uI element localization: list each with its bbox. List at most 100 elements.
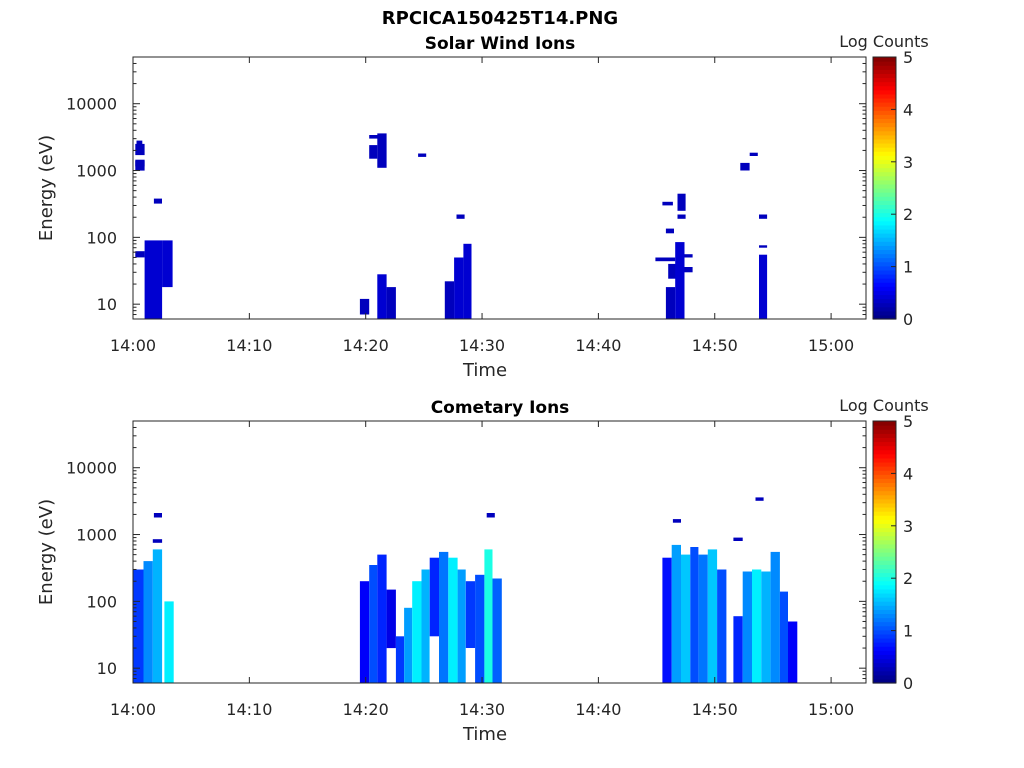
cometary-colorbar-segment: [873, 597, 896, 602]
cometary-colorbar-segment: [873, 621, 896, 627]
cometary-xlabel: Time: [462, 724, 507, 745]
cometary-cell: [143, 561, 153, 683]
solar-wind-cell: [135, 143, 145, 156]
solar-wind-colorbar-segment: [873, 163, 896, 169]
solar-wind-xlabel: Time: [462, 360, 507, 381]
solar-wind-colorbar-tick-label: 4: [903, 100, 913, 119]
solar-wind-colorbar-segment: [873, 216, 896, 222]
cometary-colorbar-segment: [873, 449, 896, 455]
solar-wind-ytick-label: 1000: [76, 162, 117, 181]
solar-wind-colorbar-segment: [873, 61, 896, 66]
solar-wind-colorbar-segment: [873, 138, 896, 144]
cometary-cell: [761, 571, 771, 683]
cometary-colorbar-segment: [873, 466, 896, 471]
solar-wind-xtick-label: 14:40: [575, 336, 621, 355]
solar-wind-cell: [759, 245, 768, 248]
solar-wind-cell: [684, 254, 693, 258]
cometary-xtick-label: 14:20: [343, 700, 389, 719]
cometary-cell: [486, 513, 495, 518]
solar-wind-colorbar-segment: [873, 85, 896, 91]
solar-wind-axes-box: [132, 56, 867, 320]
solar-wind-xtick-label: 14:50: [692, 336, 738, 355]
cometary-colorbar-frame: [872, 420, 897, 684]
cometary-colorbar-segment: [873, 474, 896, 479]
solar-wind-colorbar-tick-label: 0: [903, 310, 913, 329]
solar-wind-colorbar-segment: [873, 102, 896, 107]
solar-wind-colorbar-segment: [873, 122, 896, 128]
solar-wind-cell: [377, 274, 387, 319]
cometary-colorbar-segment: [873, 498, 896, 504]
cometary-cell: [152, 539, 163, 543]
solar-wind-colorbar-segment: [873, 241, 896, 246]
cometary-title: Cometary Ions: [431, 398, 570, 418]
cometary-colorbar-segment: [873, 478, 896, 483]
solar-wind-colorbar-segment: [873, 97, 896, 103]
cometary-cell: [698, 554, 708, 683]
cometary-colorbar-segment: [873, 650, 896, 655]
cometary-ytick-label: 10000: [66, 459, 117, 478]
cometary-colorbar-segment: [873, 601, 896, 606]
cometary-colorbar-segment: [873, 461, 896, 467]
cometary-cell: [153, 513, 162, 518]
solar-wind-colorbar-segment: [873, 314, 896, 320]
solar-wind-cell: [136, 140, 143, 146]
cometary-colorbar-segment: [873, 580, 896, 586]
solar-wind-ylabel: Energy (eV): [36, 135, 57, 241]
cometary-colorbar-segment: [873, 674, 896, 680]
solar-wind-colorbar-segment: [873, 196, 896, 201]
cometary-cell: [152, 549, 163, 683]
cometary-colorbar-segment: [873, 666, 896, 672]
solar-wind-colorbar-segment: [873, 93, 896, 99]
figure-title: RPCICA150425T14.PNG: [382, 8, 618, 29]
cometary-colorbar-segment: [873, 658, 896, 664]
cometary-xtick-label: 14:40: [575, 700, 621, 719]
solar-wind-ytick-label: 100: [86, 228, 117, 247]
solar-wind-colorbar-segment: [873, 233, 896, 238]
cometary-colorbar-segment: [873, 433, 896, 438]
cometary-cell: [681, 554, 691, 683]
solar-wind-colorbar-segment: [873, 282, 896, 287]
cometary-colorbar-segment: [873, 457, 896, 463]
cometary-cell: [770, 551, 780, 683]
cometary-xtick-label: 14:00: [110, 700, 156, 719]
cometary-colorbar-segment: [873, 629, 896, 635]
cometary-cell: [672, 519, 681, 523]
solar-wind-cells: [135, 133, 768, 319]
solar-wind-cell: [377, 133, 387, 168]
solar-wind-colorbar-segment: [873, 298, 896, 304]
cometary-colorbar-segment: [873, 502, 896, 508]
cometary-colorbar-segment: [873, 552, 896, 557]
solar-wind-colorbar-segment: [873, 253, 896, 259]
cometary-colorbar-segment: [873, 490, 896, 496]
solar-wind-colorbar-segment: [873, 261, 896, 267]
solar-wind-colorbar-segment: [873, 257, 896, 263]
solar-wind-colorbar-tick-label: 3: [903, 153, 913, 172]
solar-wind-colorbar-segment: [873, 183, 896, 189]
solar-wind-colorbar-segment: [873, 73, 896, 79]
solar-wind-colorbar-segment: [873, 245, 896, 250]
solar-wind-colorbar-segment: [873, 290, 896, 296]
solar-wind-ytick-label: 10: [97, 295, 117, 314]
solar-wind-cell: [749, 152, 758, 156]
solar-wind-xtick-label: 14:00: [110, 336, 156, 355]
solar-wind-colorbar-segment: [873, 118, 896, 124]
cometary-colorbar-segment: [873, 642, 896, 647]
cometary-colorbar-segment: [873, 592, 896, 598]
solar-wind-xtick-label: 15:00: [808, 336, 854, 355]
solar-wind-colorbar-segment: [873, 208, 896, 214]
solar-wind-xtick-label: 14:20: [343, 336, 389, 355]
cometary-cell: [448, 557, 458, 683]
cometary-cell: [755, 497, 764, 501]
solar-wind-colorbar-segment: [873, 179, 896, 185]
cometary-cell: [439, 551, 449, 683]
solar-wind-cell: [665, 287, 676, 319]
cometary-colorbar-segment: [873, 625, 896, 631]
cometary-cell: [733, 537, 743, 541]
cometary-colorbar-segment: [873, 584, 896, 590]
solar-wind-cell: [359, 298, 370, 315]
cometary-colorbar-segment: [873, 515, 896, 520]
cometary-colorbar-tick-label: 1: [903, 622, 913, 641]
solar-wind-cell: [677, 193, 686, 211]
cometary-colorbar-tick-label: 4: [903, 464, 913, 483]
